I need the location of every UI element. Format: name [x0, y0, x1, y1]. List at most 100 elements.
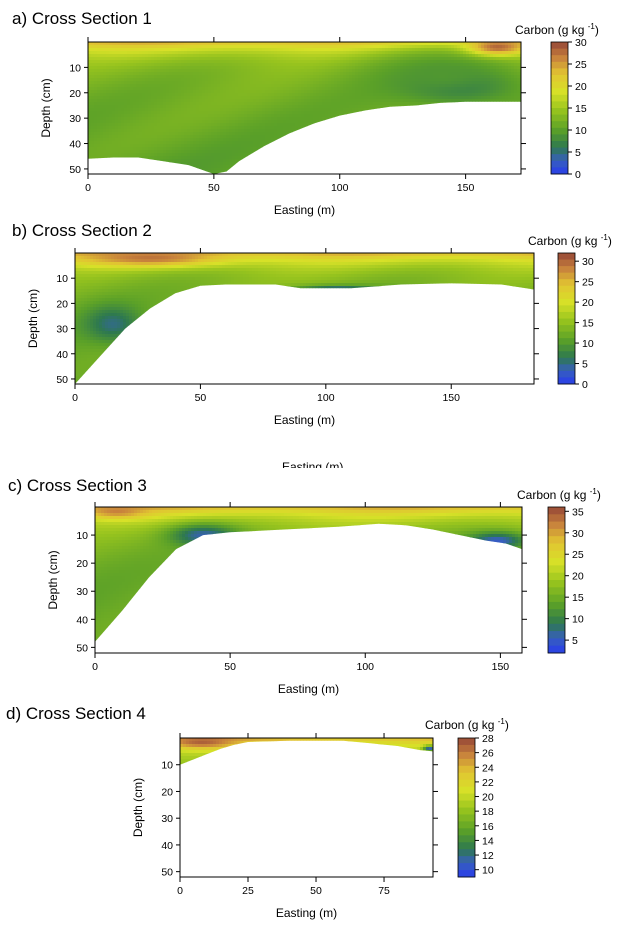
heatmap-cell: [232, 135, 236, 139]
heatmap-cell: [238, 42, 242, 46]
heatmap-cell: [166, 135, 170, 139]
heatmap-cell: [91, 129, 95, 133]
heatmap-cell: [505, 123, 509, 127]
heatmap-cell: [319, 75, 323, 79]
heatmap-cell: [160, 96, 164, 100]
heatmap-cell: [334, 66, 338, 70]
heatmap-cell: [202, 114, 206, 118]
heatmap-cell: [154, 81, 158, 85]
heatmap-cell: [244, 129, 248, 133]
heatmap-cell: [361, 123, 365, 127]
heatmap-cell: [118, 81, 122, 85]
heatmap-cell: [361, 54, 365, 58]
heatmap-cell: [493, 111, 497, 115]
heatmap-cell: [382, 123, 386, 127]
heatmap-cell: [151, 75, 155, 79]
heatmap-cell: [397, 105, 401, 109]
heatmap-cell: [418, 51, 422, 55]
heatmap-cell: [304, 132, 308, 136]
heatmap-cell: [313, 69, 317, 73]
heatmap-cell: [454, 135, 458, 139]
heatmap-cell: [487, 87, 491, 91]
heatmap-cell: [325, 93, 329, 97]
heatmap-cell: [397, 87, 401, 91]
heatmap-cell: [145, 105, 149, 109]
heatmap-cell: [241, 90, 245, 94]
heatmap-cell: [385, 129, 389, 133]
heatmap-cell: [427, 123, 431, 127]
heatmap-cell: [238, 117, 242, 121]
heatmap-cell: [478, 126, 482, 130]
heatmap-cell: [226, 102, 230, 106]
heatmap-cell: [469, 48, 473, 52]
heatmap-cell: [181, 78, 185, 82]
heatmap-cell: [457, 102, 461, 106]
heatmap-cell: [295, 111, 299, 115]
heatmap-cell: [403, 54, 407, 58]
heatmap-cell: [103, 48, 107, 52]
heatmap-cell: [301, 96, 305, 100]
heatmap-cell: [160, 75, 164, 79]
heatmap-cell: [406, 78, 410, 82]
heatmap-cell: [331, 126, 335, 130]
heatmap-cell: [247, 111, 251, 115]
heatmap-cell: [415, 54, 419, 58]
heatmap-cell: [88, 114, 92, 118]
heatmap-cell: [481, 54, 485, 58]
heatmap-cell: [217, 75, 221, 79]
heatmap-cell: [484, 60, 488, 64]
heatmap-cell: [142, 69, 146, 73]
heatmap-cell: [433, 75, 437, 79]
heatmap-cell: [340, 90, 344, 94]
heatmap-cell: [415, 132, 419, 136]
heatmap-cell: [235, 144, 239, 148]
heatmap-cell: [397, 90, 401, 94]
heatmap-cell: [427, 75, 431, 79]
heatmap-cell: [400, 132, 404, 136]
heatmap-cell: [349, 90, 353, 94]
heatmap-cell: [454, 96, 458, 100]
heatmap-cell: [298, 138, 302, 142]
heatmap-cell: [463, 54, 467, 58]
heatmap-cell: [103, 87, 107, 91]
heatmap-cell: [244, 96, 248, 100]
heatmap-cell: [379, 132, 383, 136]
heatmap-cell: [409, 90, 413, 94]
heatmap-cell: [448, 135, 452, 139]
heatmap-cell: [316, 90, 320, 94]
heatmap-cell: [394, 78, 398, 82]
heatmap-cell: [451, 51, 455, 55]
heatmap-cell: [142, 45, 146, 49]
heatmap-cell: [109, 48, 113, 52]
heatmap-cell: [457, 126, 461, 130]
heatmap-cell: [466, 66, 470, 70]
heatmap-cell: [121, 66, 125, 70]
heatmap-cell: [469, 99, 473, 103]
heatmap-cell: [520, 111, 521, 115]
heatmap-cell: [469, 81, 473, 85]
heatmap-cell: [235, 60, 239, 64]
heatmap-cell: [508, 102, 512, 106]
heatmap-cell: [178, 78, 182, 82]
heatmap-cell: [295, 96, 299, 100]
heatmap-cell: [310, 111, 314, 115]
heatmap-cell: [403, 66, 407, 70]
heatmap-cell: [460, 81, 464, 85]
heatmap-cell: [427, 117, 431, 121]
heatmap-cell: [181, 93, 185, 97]
heatmap-cell: [205, 84, 209, 88]
heatmap-cell: [418, 87, 422, 91]
heatmap-cell: [160, 84, 164, 88]
heatmap-cell: [430, 141, 434, 145]
heatmap-cell: [253, 111, 257, 115]
heatmap-cell: [229, 141, 233, 145]
heatmap-cell: [418, 114, 422, 118]
heatmap-cell: [430, 45, 434, 49]
heatmap-cell: [247, 84, 251, 88]
heatmap-cell: [241, 87, 245, 91]
heatmap-cell: [427, 138, 431, 142]
heatmap-cell: [94, 48, 98, 52]
heatmap-cell: [97, 144, 101, 148]
heatmap-cell: [319, 105, 323, 109]
heatmap-cell: [103, 132, 107, 136]
